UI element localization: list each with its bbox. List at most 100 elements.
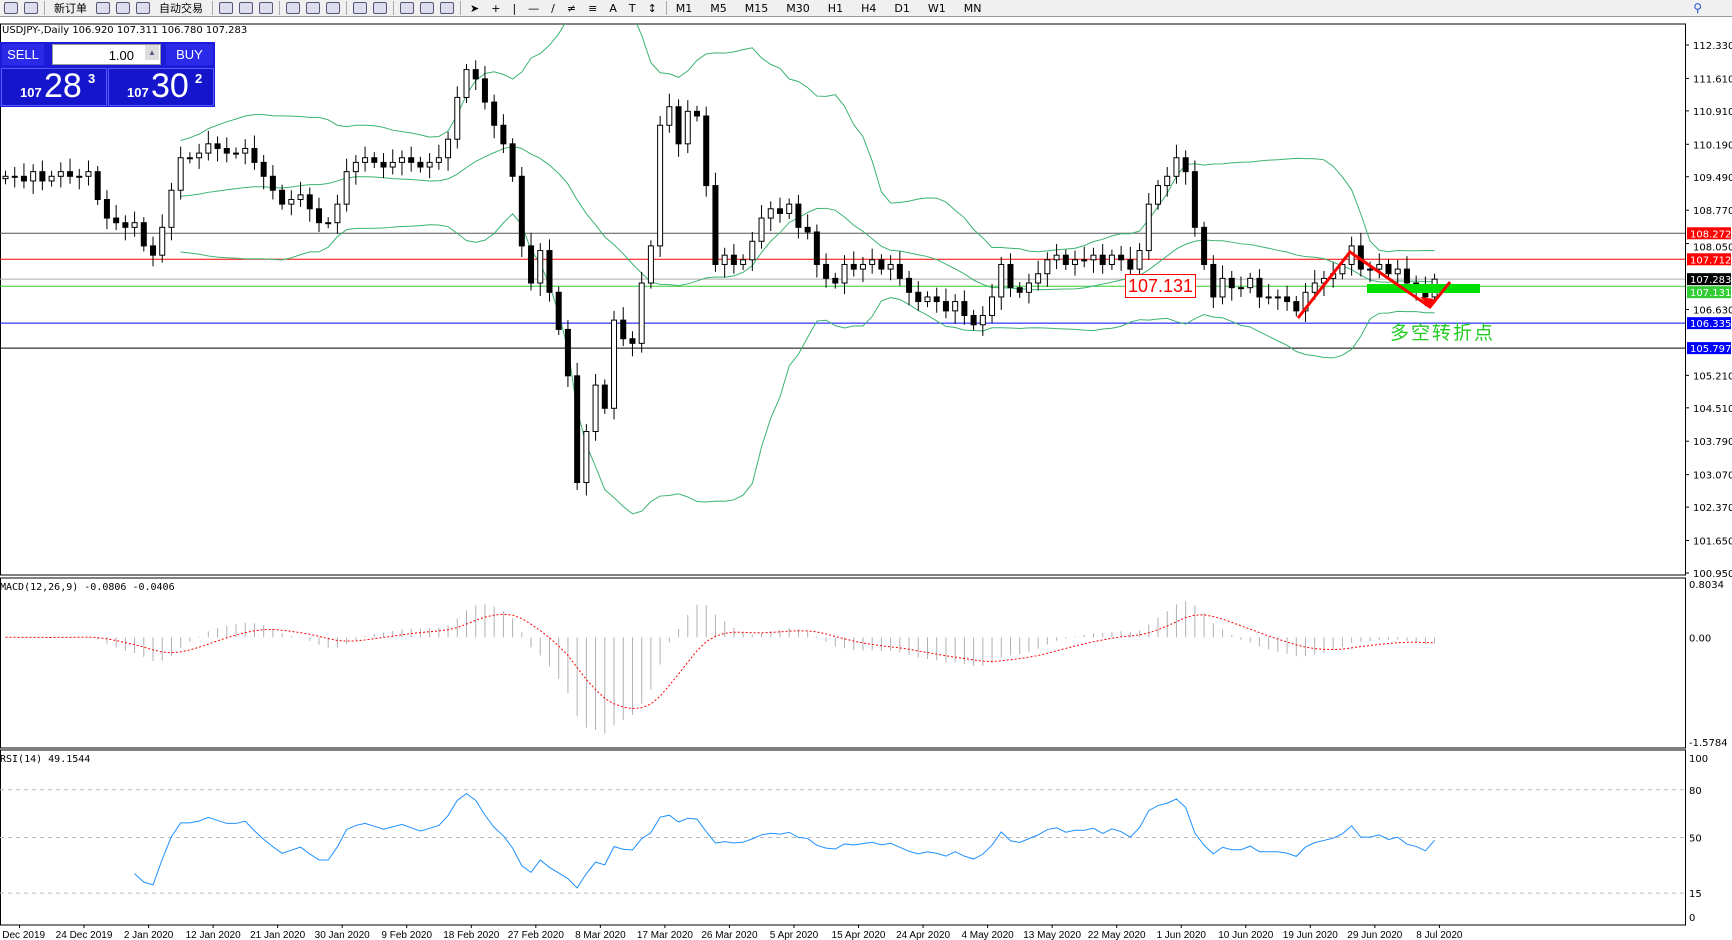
- macd-signal-line: [5, 613, 1435, 710]
- date-label: 24 Apr 2020: [896, 930, 950, 940]
- bear-candle-body: [518, 175, 525, 247]
- candle: [942, 288, 949, 319]
- bull-candle-body: [2, 175, 9, 180]
- arrow-head-icon: [1420, 297, 1434, 307]
- fibonacci-icon[interactable]: ≡: [588, 1, 598, 15]
- buy-button[interactable]: BUY: [166, 44, 213, 65]
- auto-trade-button[interactable]: 自动交易: [159, 2, 203, 15]
- candle: [1228, 270, 1235, 301]
- candle: [869, 248, 876, 274]
- bear-candle-body: [675, 106, 682, 145]
- candle: [694, 105, 700, 122]
- timeframe-m1[interactable]: M1: [675, 1, 693, 15]
- zoom-icon[interactable]: [24, 2, 38, 14]
- bear-candle-body: [776, 208, 783, 214]
- bull-candle-body: [666, 106, 673, 126]
- bar-chart-icon[interactable]: [219, 2, 233, 14]
- candle: [380, 153, 387, 179]
- bear-candle-body: [67, 171, 74, 177]
- bear-candle-body: [961, 301, 968, 316]
- candle: [214, 136, 221, 162]
- bull-candle-body: [998, 263, 1005, 298]
- bear-candle-body: [730, 254, 737, 265]
- timeframe-m30[interactable]: M30: [786, 1, 810, 15]
- bear-candle-body: [795, 203, 802, 228]
- timeframe-w1[interactable]: W1: [927, 1, 946, 15]
- trendline-icon[interactable]: /: [551, 1, 555, 15]
- candle: [306, 187, 313, 222]
- crosshair-icon[interactable]: +: [491, 1, 501, 15]
- bull-candle-body: [1081, 259, 1088, 262]
- candle: [242, 139, 249, 165]
- vertical-line-icon[interactable]: |: [512, 1, 517, 15]
- bull-candle-body: [583, 430, 590, 484]
- timeframe-d1[interactable]: D1: [894, 1, 910, 15]
- turning-point-annotation[interactable]: 多空转折点: [1390, 322, 1496, 344]
- chart-shift-icon[interactable]: [373, 2, 387, 14]
- text-icon[interactable]: A: [609, 1, 617, 15]
- price-annotation-box[interactable]: 107.131: [1125, 274, 1197, 298]
- timeframe-m15[interactable]: M15: [744, 1, 769, 15]
- templates-icon[interactable]: [440, 2, 454, 14]
- bear-candle-body: [481, 78, 488, 103]
- buy-price[interactable]: 107 30 2: [108, 67, 214, 106]
- candle: [1090, 247, 1097, 273]
- autoscroll-icon[interactable]: [353, 2, 367, 14]
- chart-area[interactable]: 112.330 111.610 110.910 110.190 109.490 108.7…: [0, 18, 1732, 940]
- rsi-label: RSI(14) 49.1544: [0, 754, 91, 765]
- arrows-icon[interactable]: ↕: [647, 1, 657, 15]
- lot-increase-icon[interactable]: ▲: [145, 45, 159, 60]
- metaeditor-icon[interactable]: [96, 2, 110, 14]
- search-icon[interactable]: ⚲: [1693, 1, 1702, 15]
- bollinger-upper: [180, 24, 1435, 253]
- sell-price[interactable]: 107 28 3: [1, 67, 107, 106]
- candle: [647, 240, 654, 289]
- horizontal-line-icon[interactable]: —: [528, 1, 540, 15]
- date-label: 21 Jan 2020: [250, 930, 305, 940]
- periods-icon[interactable]: [420, 2, 434, 14]
- candle: [1108, 249, 1115, 271]
- indicators-icon[interactable]: [400, 2, 414, 14]
- bull-candle-body: [57, 171, 64, 177]
- candle: [620, 307, 627, 347]
- timeframe-h4[interactable]: H4: [861, 1, 877, 15]
- new-order-button[interactable]: 新订单: [54, 2, 87, 15]
- candle: [850, 251, 857, 277]
- candle: [196, 143, 203, 169]
- candlestick-icon[interactable]: [239, 2, 253, 14]
- bear-candle-body: [1385, 263, 1392, 275]
- cursor-icon[interactable]: ➤: [470, 1, 480, 15]
- timeframe-mn[interactable]: MN: [963, 1, 982, 15]
- lot-size-input[interactable]: 1.00: [52, 44, 161, 65]
- bear-candle-body: [223, 147, 230, 154]
- candle: [85, 160, 92, 186]
- candle: [140, 217, 147, 252]
- text-label-icon[interactable]: T: [628, 1, 636, 15]
- level-label-bg: [1687, 317, 1731, 330]
- candle: [103, 190, 110, 230]
- sell-button[interactable]: SELL: [2, 44, 44, 65]
- bear-candle-body: [315, 208, 322, 224]
- history-icon[interactable]: [116, 2, 130, 14]
- bull-candle-body: [887, 263, 894, 270]
- new-chart-icon[interactable]: [4, 2, 18, 14]
- bollinger-lower: [180, 213, 1435, 515]
- channel-icon[interactable]: ≠: [566, 1, 577, 15]
- timeframe-m5[interactable]: M5: [710, 1, 727, 15]
- candle: [11, 167, 18, 188]
- bear-candle-body: [260, 161, 267, 177]
- bear-candle-body: [823, 263, 830, 279]
- bull-candle-body: [205, 143, 212, 154]
- level-label: 106.335: [1690, 319, 1731, 330]
- separator: [279, 1, 280, 15]
- symbol-info: USDJPY-,Daily 106.920 107.311 106.780 10…: [2, 25, 248, 36]
- line-chart-icon[interactable]: [259, 2, 273, 14]
- zoom-out-icon[interactable]: [306, 2, 320, 14]
- bear-candle-body: [712, 185, 719, 265]
- signal-icon[interactable]: [136, 2, 150, 14]
- tile-windows-icon[interactable]: [326, 2, 340, 14]
- timeframe-h1[interactable]: H1: [827, 1, 844, 15]
- candle: [758, 205, 765, 249]
- zoom-in-icon[interactable]: [286, 2, 300, 14]
- bear-candle-body: [804, 226, 811, 233]
